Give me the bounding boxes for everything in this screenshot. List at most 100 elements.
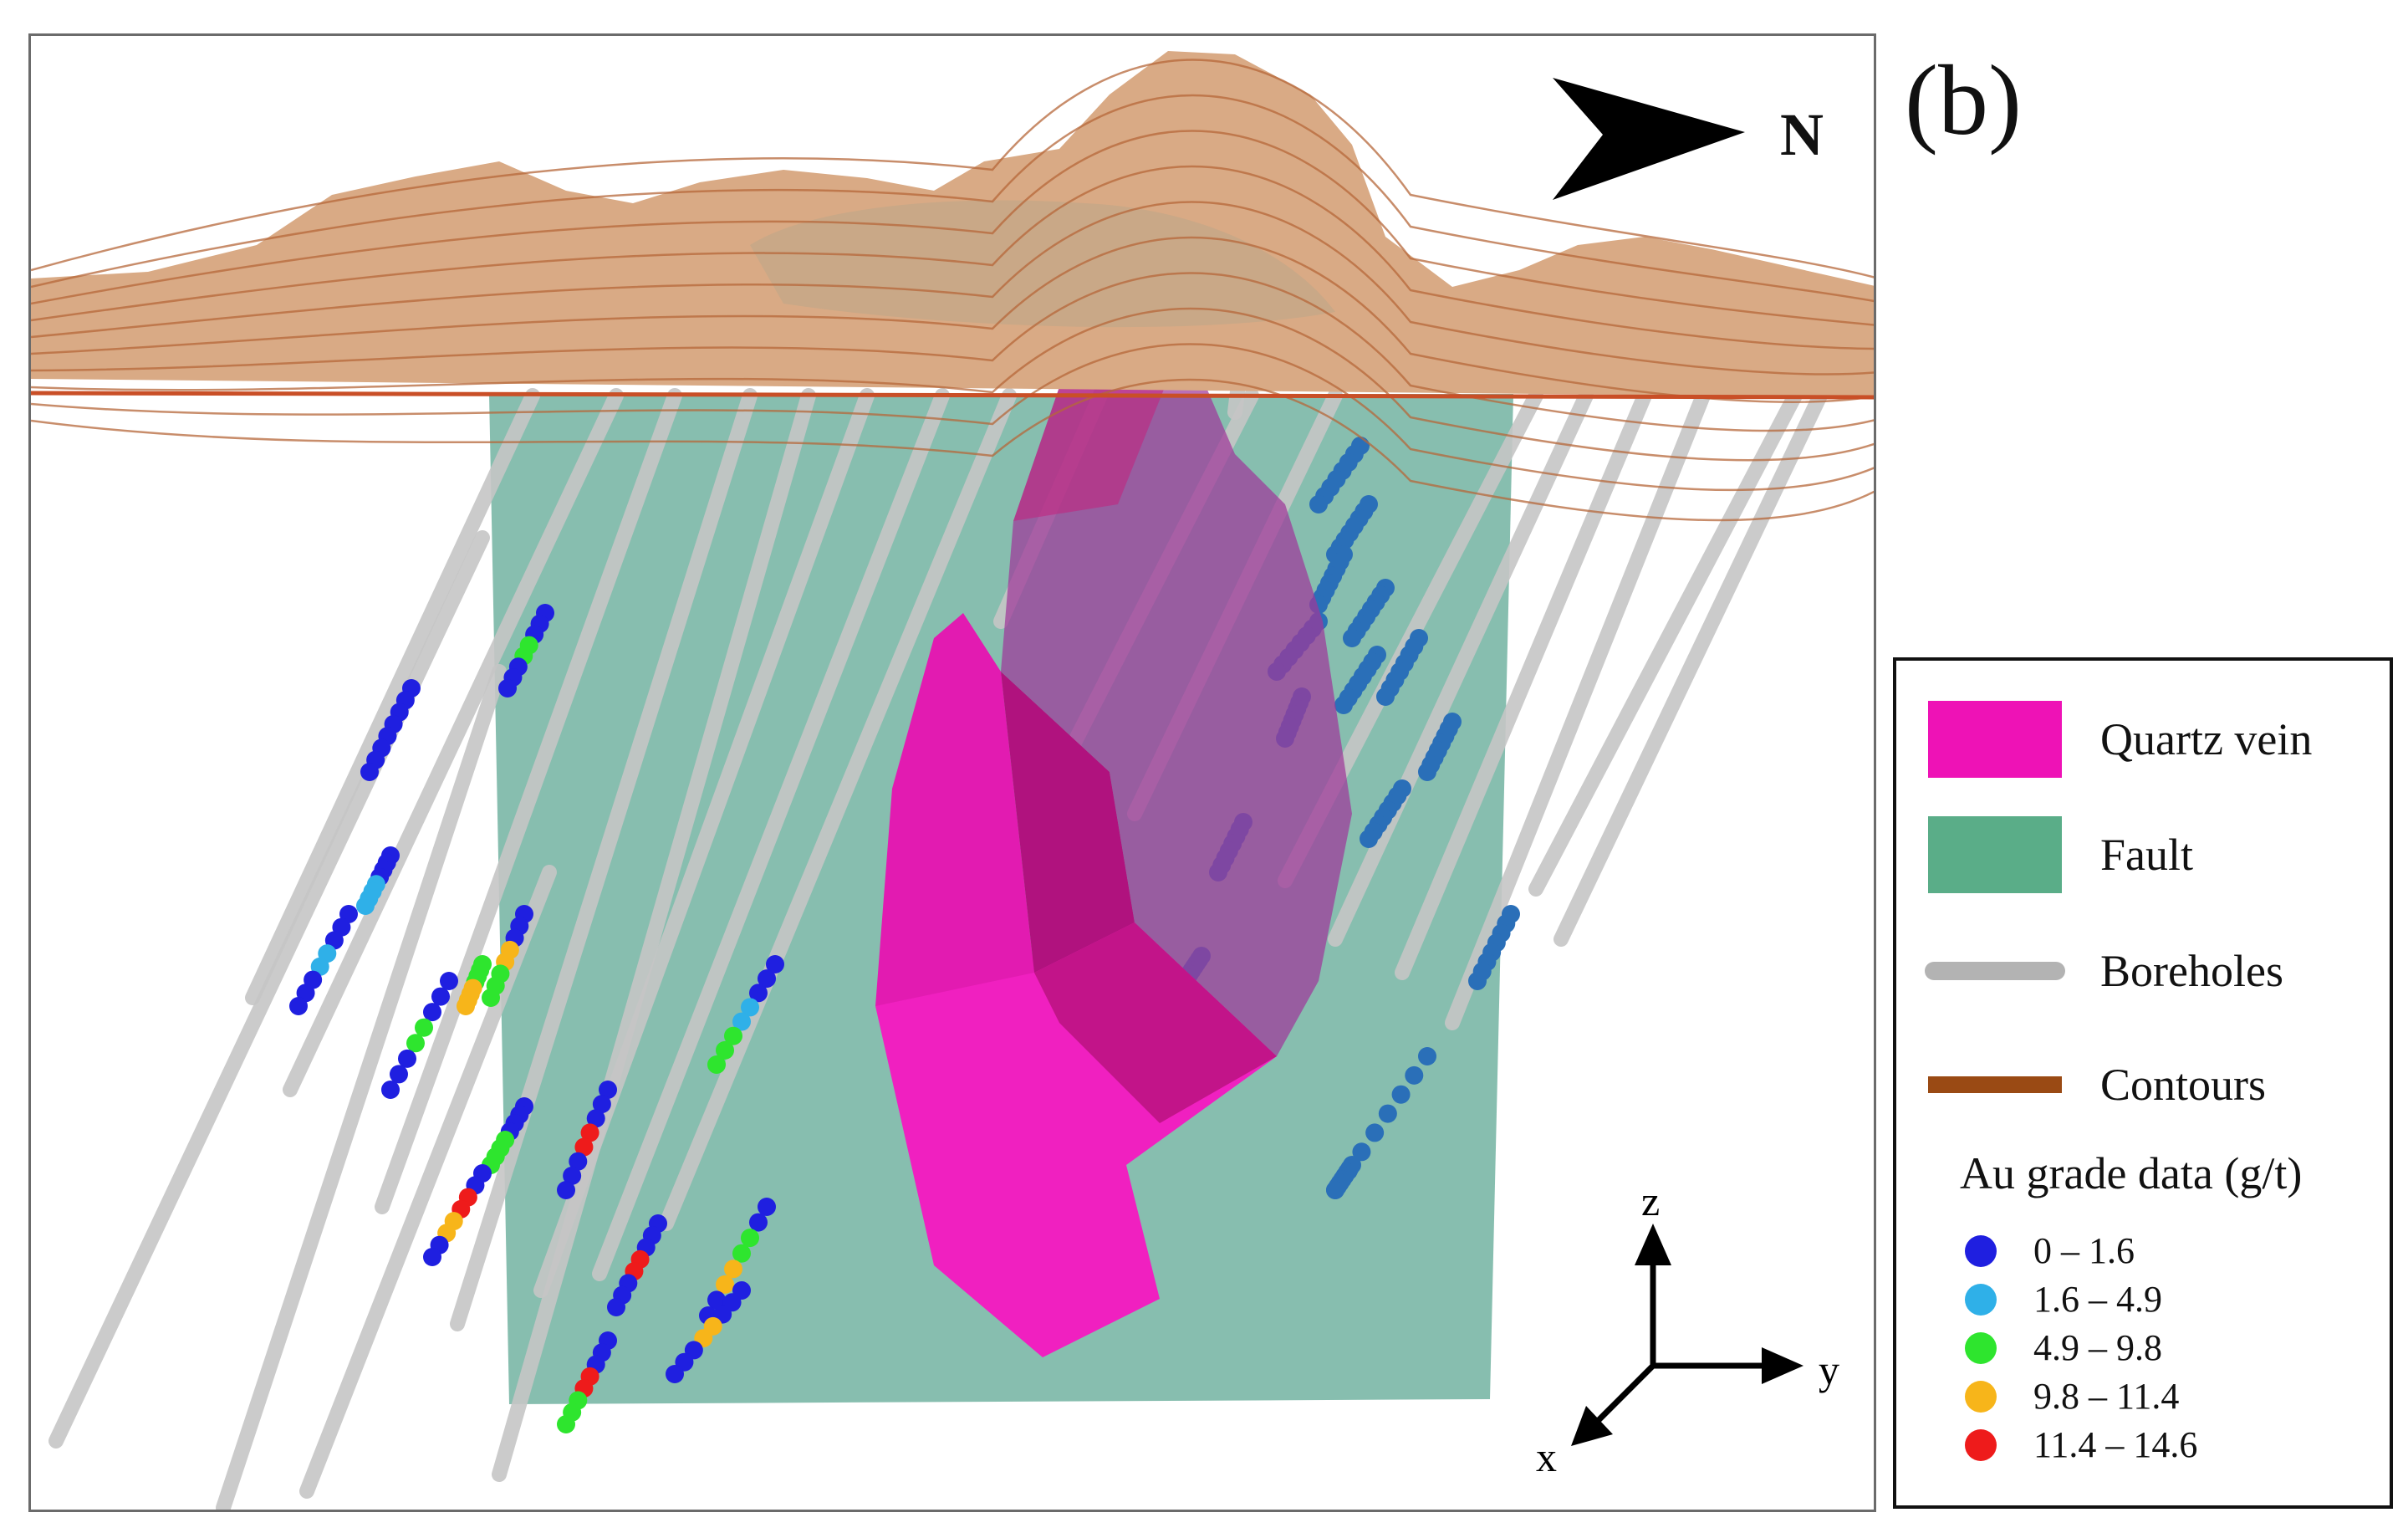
legend-item-contours: Contours xyxy=(1896,1059,2266,1111)
grade-sample xyxy=(707,1055,726,1074)
grade-sample xyxy=(1378,1104,1397,1123)
grade-sample xyxy=(1376,687,1395,706)
grade-sample xyxy=(749,1213,768,1232)
grade-sample xyxy=(1334,696,1353,714)
grade-sample xyxy=(1326,1181,1344,1199)
grade-sample xyxy=(1405,1065,1424,1085)
grade-dot-3 xyxy=(1965,1380,1997,1413)
legend-item-quartz-vein: Quartz vein xyxy=(1896,701,2312,778)
axis-label-x: x xyxy=(1536,1433,1557,1480)
contour-line xyxy=(31,94,1874,303)
terrain-contours xyxy=(31,59,1874,522)
grade-sample xyxy=(457,997,475,1015)
legend-label: Boreholes xyxy=(2100,946,2283,996)
north-arrow-head xyxy=(1553,78,1745,200)
grade-sample xyxy=(563,1166,582,1185)
grade-sample xyxy=(381,1081,400,1099)
grade-sample xyxy=(716,1275,734,1294)
borehole-1 xyxy=(283,388,624,1097)
axis-label-z: z xyxy=(1641,1178,1660,1224)
contour-line xyxy=(31,201,1874,376)
contour-line xyxy=(31,236,1874,403)
borehole-18 xyxy=(1528,388,1803,897)
grade-item: 11.4 – 14.6 xyxy=(1965,1423,2197,1466)
contour-line xyxy=(31,165,1874,350)
z-axis-arrowhead xyxy=(1635,1224,1671,1265)
grade-sample xyxy=(1352,1142,1371,1162)
borehole-17 xyxy=(1445,388,1711,1030)
model-view-frame: N z y x xyxy=(28,33,1876,1512)
grade-label: 11.4 – 14.6 xyxy=(2033,1424,2198,1465)
y-axis-arrowhead xyxy=(1762,1347,1803,1384)
grade-sample xyxy=(586,1109,605,1128)
grade-item: 4.9 – 9.8 xyxy=(1965,1326,2162,1369)
panel-label: (b) xyxy=(1905,44,2022,156)
grade-sample xyxy=(1309,495,1328,514)
contour-line xyxy=(31,59,1874,278)
grade-sample xyxy=(716,1040,734,1060)
terrain-base-line xyxy=(31,391,1874,400)
grade-dot-4 xyxy=(1965,1428,1997,1461)
contour-line xyxy=(31,272,1874,432)
borehole-9 xyxy=(216,664,507,1510)
quartz-vein-mid-face xyxy=(1001,672,1135,973)
legend-item-fault: Fault xyxy=(1896,816,2193,893)
legend: Quartz vein Fault Boreholes Contours Au … xyxy=(1893,657,2393,1509)
grade-sample xyxy=(758,1198,776,1216)
grade-sample xyxy=(289,997,308,1015)
contour-line xyxy=(31,130,1874,326)
grade-label: 1.6 – 4.9 xyxy=(2033,1279,2162,1320)
grade-sample xyxy=(1360,830,1378,848)
grade-item: 9.8 – 11.4 xyxy=(1965,1375,2179,1418)
grade-sample xyxy=(482,989,500,1007)
grade-sample xyxy=(569,1152,588,1171)
grade-sample xyxy=(758,969,776,989)
contour-swatch xyxy=(1928,1076,2062,1093)
grade-item: 0 – 1.6 xyxy=(1965,1229,2135,1272)
grade-label: 4.9 – 9.8 xyxy=(2033,1327,2162,1368)
grade-sample xyxy=(707,1290,726,1310)
grade-sample xyxy=(1418,1047,1436,1065)
grade-sample xyxy=(599,1081,617,1099)
grade-sample xyxy=(580,1123,599,1142)
grade-sample xyxy=(1391,1085,1411,1104)
grade-sample xyxy=(749,984,768,1003)
north-arrow: N xyxy=(1553,78,1824,200)
grade-sample xyxy=(440,972,458,990)
grade-sample xyxy=(766,955,784,973)
borehole-7 xyxy=(659,388,1017,1231)
axis-triad: z y x xyxy=(1536,1178,1839,1480)
grade-dot-2 xyxy=(1965,1331,1997,1364)
grade-sample xyxy=(1343,629,1361,647)
grade-dot-0 xyxy=(1965,1234,1997,1267)
grade-sample xyxy=(724,1026,742,1045)
grade-sample xyxy=(557,1181,575,1199)
grade-sample xyxy=(741,998,759,1017)
borehole-0 xyxy=(245,388,540,1005)
grade-sample xyxy=(406,1034,425,1053)
grade-sample xyxy=(415,1018,433,1037)
legend-item-boreholes: Boreholes xyxy=(1896,945,2283,997)
grade-sample xyxy=(724,1260,742,1279)
grade-sample xyxy=(398,1049,416,1068)
pit-depression xyxy=(750,200,1335,328)
geological-3d-scene: N z y x xyxy=(31,51,1874,1510)
grade-sample xyxy=(1468,972,1487,990)
quartz-vein-left-face xyxy=(875,613,1034,1006)
borehole-2 xyxy=(375,388,682,1214)
grade-sample xyxy=(741,1229,759,1248)
borehole-19 xyxy=(1553,388,1828,947)
borehole-4 xyxy=(492,388,816,1482)
grade-sample xyxy=(732,1244,751,1263)
quartz-vein-dark-face xyxy=(1034,922,1277,1123)
grade-sample xyxy=(431,987,450,1006)
grade-sample xyxy=(1418,763,1436,781)
grade-sample xyxy=(498,679,517,697)
borehole-16 xyxy=(1395,388,1652,980)
grade-legend-title: Au grade data (g/t) xyxy=(1960,1148,2303,1198)
grade-sample xyxy=(360,763,379,781)
x-axis-arrowhead xyxy=(1571,1406,1613,1446)
terrain-surface xyxy=(31,51,1874,522)
grade-item: 1.6 – 4.9 xyxy=(1965,1278,2162,1321)
fault-swatch xyxy=(1928,816,2062,893)
